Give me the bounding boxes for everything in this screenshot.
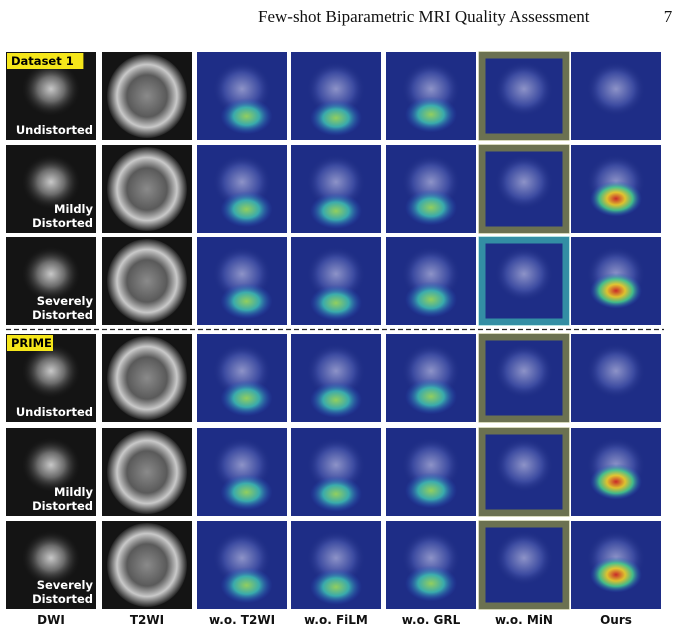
image-tile-detail bbox=[478, 51, 570, 141]
image-tile-detail bbox=[107, 239, 187, 323]
image-tile-detail bbox=[494, 153, 554, 210]
dataset-tag: PRIME bbox=[11, 336, 52, 350]
row-label: Mildly bbox=[54, 202, 94, 216]
row-label: Severely bbox=[37, 294, 94, 308]
row-label: Distorted bbox=[32, 592, 93, 606]
image-tile-detail bbox=[478, 144, 570, 234]
row-label: Distorted bbox=[32, 216, 93, 230]
row-label: Severely bbox=[37, 578, 94, 592]
image-tile-detail bbox=[405, 281, 457, 318]
image-tile-detail bbox=[590, 556, 642, 593]
row-label: Distorted bbox=[32, 308, 93, 322]
image-tile-detail bbox=[107, 336, 187, 420]
image-tile-detail bbox=[494, 60, 554, 117]
column-label: Ours bbox=[600, 613, 632, 627]
image-tile-detail bbox=[306, 529, 366, 586]
image-tile-detail bbox=[107, 54, 187, 138]
dataset-tag-bg bbox=[7, 335, 53, 351]
image-tile-detail bbox=[107, 523, 187, 607]
image-tile-detail bbox=[478, 236, 570, 326]
image-tile-detail bbox=[478, 427, 570, 517]
image-tile-detail bbox=[586, 342, 646, 399]
image-tile-detail bbox=[220, 380, 273, 417]
image-tile-detail bbox=[310, 100, 362, 136]
image-tile-detail bbox=[590, 463, 642, 500]
image-tile-detail bbox=[310, 569, 362, 605]
image-tile-detail bbox=[306, 342, 366, 399]
image-tile-detail bbox=[405, 189, 457, 226]
page-number: 7 bbox=[664, 7, 673, 26]
image-tile-detail bbox=[586, 60, 646, 117]
image-tile-detail bbox=[478, 520, 570, 610]
image-tile-detail bbox=[21, 342, 81, 399]
image-tile-detail bbox=[21, 529, 81, 586]
image-tile-detail bbox=[310, 193, 362, 229]
image-tile-detail bbox=[494, 436, 554, 493]
image-tile-detail bbox=[306, 436, 366, 493]
column-label: DWI bbox=[37, 613, 65, 627]
dataset-tag: Dataset 1 bbox=[11, 54, 74, 68]
image-tile-detail bbox=[107, 147, 187, 231]
column-label: T2WI bbox=[130, 613, 164, 627]
row-label: Undistorted bbox=[16, 405, 93, 419]
image-tile-detail bbox=[220, 567, 273, 604]
image-tile-detail bbox=[310, 382, 362, 418]
dataset-tag-bg bbox=[7, 53, 84, 69]
image-tile-detail bbox=[21, 245, 81, 302]
row-label: Mildly bbox=[54, 485, 94, 499]
image-tile-detail bbox=[220, 283, 273, 320]
image-tile-detail bbox=[306, 153, 366, 210]
image-tile-detail bbox=[21, 60, 81, 117]
image-tile-detail bbox=[107, 430, 187, 514]
image-tile-detail bbox=[21, 153, 81, 210]
image-tile-detail bbox=[590, 272, 642, 309]
image-tile-detail bbox=[21, 436, 81, 493]
image-tile-detail bbox=[310, 285, 362, 321]
image-tile-detail bbox=[306, 245, 366, 302]
image-tile-detail bbox=[306, 60, 366, 117]
row-label: Distorted bbox=[32, 499, 93, 513]
column-label: w.o. T2WI bbox=[209, 613, 275, 627]
row-label: Undistorted bbox=[16, 123, 93, 137]
image-tile-detail bbox=[478, 333, 570, 423]
column-label: w.o. FiLM bbox=[304, 613, 368, 627]
image-tile-detail bbox=[590, 180, 642, 217]
column-label: w.o. GRL bbox=[402, 613, 461, 627]
image-tile-detail bbox=[405, 378, 457, 415]
running-title: Few-shot Biparametric MRI Quality Assess… bbox=[258, 7, 590, 26]
image-tile-detail bbox=[494, 342, 554, 399]
image-tile-detail bbox=[220, 191, 273, 228]
image-tile-detail bbox=[220, 98, 273, 135]
column-label: w.o. MiN bbox=[495, 613, 553, 627]
image-tile-detail bbox=[405, 96, 457, 133]
image-tile-detail bbox=[494, 529, 554, 586]
image-tile-detail bbox=[310, 476, 362, 512]
image-tile-detail bbox=[405, 565, 457, 602]
image-tile-detail bbox=[494, 245, 554, 302]
image-tile-detail bbox=[220, 474, 273, 511]
image-tile-detail bbox=[405, 472, 457, 509]
